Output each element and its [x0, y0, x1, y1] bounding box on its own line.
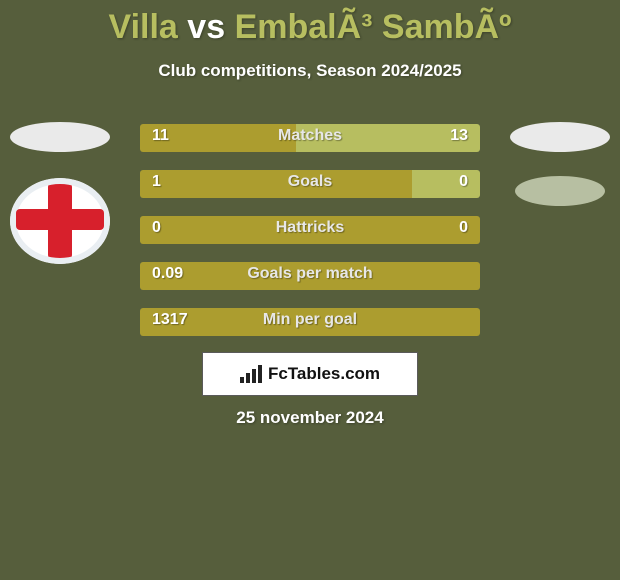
player2-name: EmbalÃ³ SambÃº — [235, 8, 512, 46]
page-title: Villa vs EmbalÃ³ SambÃº — [0, 0, 620, 47]
footer-date: 25 november 2024 — [0, 408, 620, 428]
left-country-ellipse — [10, 122, 110, 152]
stat-row: 1317Min per goal — [140, 308, 480, 336]
stat-label: Goals per match — [140, 265, 480, 283]
stat-row: 0.09Goals per match — [140, 262, 480, 290]
stat-label: Min per goal — [140, 311, 480, 329]
right-country-ellipse — [510, 122, 610, 152]
left-club-crest-icon — [10, 178, 110, 264]
bar-chart-icon — [240, 365, 262, 383]
stat-label: Matches — [140, 127, 480, 145]
source-brand: FcTables.com — [268, 364, 380, 384]
stat-row: 1113Matches — [140, 124, 480, 152]
stat-label: Hattricks — [140, 219, 480, 237]
stat-row: 10Goals — [140, 170, 480, 198]
right-club-ellipse — [515, 176, 605, 206]
source-badge: FcTables.com — [202, 352, 418, 396]
subtitle: Club competitions, Season 2024/2025 — [0, 61, 620, 81]
vs-text: vs — [187, 8, 225, 46]
stat-row: 00Hattricks — [140, 216, 480, 244]
stats-block: 1113Matches 10Goals 00Hattricks 0.09Goals p… — [140, 124, 480, 354]
comparison-infographic: Villa vs EmbalÃ³ SambÃº Club competition… — [0, 0, 620, 580]
player1-name: Villa — [109, 8, 178, 46]
stat-label: Goals — [140, 173, 480, 191]
